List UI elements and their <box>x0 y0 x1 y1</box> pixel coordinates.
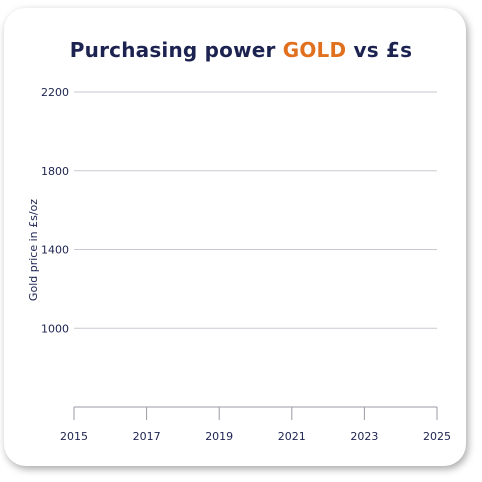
chart-card <box>4 8 466 466</box>
y-tick-label-1000: 1000 <box>41 322 69 335</box>
grid-layer <box>74 91 437 329</box>
chart-title-tail: vs £s <box>346 38 413 62</box>
x-tick-label-2017: 2017 <box>133 430 161 443</box>
y-tick-label-1400: 1400 <box>41 244 69 257</box>
y-axis-label: Gold price in £s/oz <box>27 199 40 301</box>
x-tick-label-2023: 2023 <box>350 430 378 443</box>
y-tick-label-2200: 2200 <box>41 86 69 99</box>
x-tick-label-2025: 2025 <box>423 430 451 443</box>
chart-title-accent: GOLD <box>282 38 347 62</box>
y-tick-label-1800: 1800 <box>41 165 69 178</box>
axis-layer <box>73 406 438 420</box>
chart-title: Purchasing power GOLD vs £s <box>0 38 482 62</box>
x-tick-label-2015: 2015 <box>60 430 88 443</box>
chart-title-main: Purchasing power <box>69 38 283 62</box>
x-tick-label-2021: 2021 <box>278 430 306 443</box>
label-layer: 2200 1800 1400 1000 2015 2017 2019 2021 2023 2025 <box>41 86 451 443</box>
x-tick-label-2019: 2019 <box>205 430 233 443</box>
